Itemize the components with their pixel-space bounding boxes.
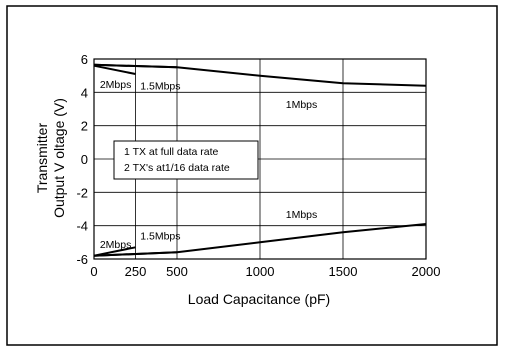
legend-box: 1 TX at full data rate 2 TX's at1/16 dat… <box>113 140 259 180</box>
y-tick-label: 4 <box>81 85 88 100</box>
x-tick-label: 250 <box>125 264 147 279</box>
y-tick-label: 0 <box>81 152 88 167</box>
series-line <box>93 64 136 75</box>
x-tick-label: 2000 <box>412 264 441 279</box>
y-axis-label: Transmitter Output V oltage (V) <box>34 98 67 218</box>
y-axis-label-line2: Output V oltage (V) <box>51 98 67 218</box>
y-tick-label: -6 <box>76 252 88 267</box>
x-tick-label: 1000 <box>246 264 275 279</box>
legend-line-1: 1 TX at full data rate <box>124 146 219 158</box>
y-tick-label: 6 <box>81 52 88 67</box>
series-line <box>93 246 136 257</box>
legend-frame <box>113 140 259 180</box>
x-axis-label: Load Capacitance (pF) <box>188 291 330 307</box>
y-tick-label: -2 <box>76 185 88 200</box>
series-line <box>93 63 427 87</box>
x-tick-label: 500 <box>166 264 188 279</box>
x-tick-label: 0 <box>90 264 97 279</box>
series-annotation: 2Mbps <box>100 239 132 251</box>
y-tick-label: 2 <box>81 119 88 134</box>
series-annotation: 1.5Mbps <box>140 231 180 243</box>
y-axis-label-line1: Transmitter <box>34 123 50 194</box>
series-annotation: 1.5Mbps <box>140 81 180 93</box>
series-line <box>93 223 427 257</box>
legend-line-2: 2 TX's at1/16 data rate <box>124 162 230 174</box>
series-annotation: 1Mbps <box>286 209 318 221</box>
y-tick-label: -4 <box>76 219 88 234</box>
plot-area: 0 250 500 1000 1500 2000 6 4 2 0 -2 -4 -6 2Mbps 1.5Mbp… <box>76 52 440 279</box>
series-annotation: 2Mbps <box>100 79 132 91</box>
series-annotation: 1Mbps <box>286 99 318 111</box>
plot-border <box>93 58 427 260</box>
x-tick-label: 1500 <box>329 264 358 279</box>
